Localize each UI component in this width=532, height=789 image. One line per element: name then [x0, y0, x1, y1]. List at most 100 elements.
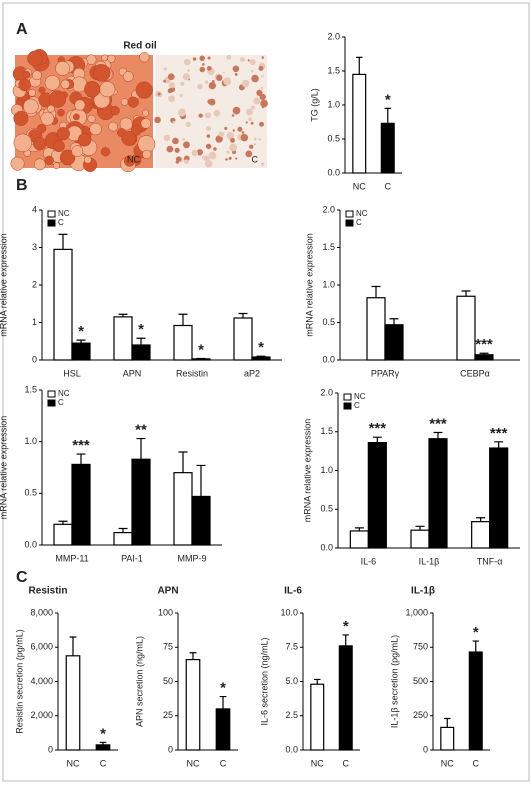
x-tick-label: TNF-α — [477, 556, 503, 566]
lipid-droplet — [183, 141, 190, 148]
lipid-droplet — [164, 67, 167, 70]
lipid-droplet — [251, 75, 259, 83]
error-bar — [343, 635, 349, 646]
lipid-droplet — [214, 110, 221, 117]
lipid-droplet — [209, 152, 217, 160]
lipid-droplet — [84, 81, 100, 97]
bar — [311, 684, 324, 750]
y-tick-label: 0.5 — [322, 317, 335, 327]
x-tick-label: NC — [187, 758, 200, 768]
lipid-droplet — [154, 117, 161, 124]
y-tick-label: 2.0 — [322, 204, 335, 214]
lipid-droplet — [108, 122, 117, 131]
lipid-droplet — [187, 69, 190, 72]
y-tick-label: 0.0 — [320, 542, 333, 552]
y-tick-label: 1,000 — [405, 607, 428, 617]
image-label: C — [252, 154, 259, 164]
error-bar — [197, 465, 206, 496]
significance: * — [198, 341, 204, 358]
error-bar — [137, 338, 146, 345]
lipid-droplet — [180, 82, 184, 86]
y-tick-label: 0.5 — [327, 133, 340, 143]
lipid-droplet — [123, 71, 133, 81]
lipid-droplet — [178, 109, 186, 117]
y-tick-label: 10.0 — [280, 607, 298, 617]
x-tick-label: MMP-9 — [178, 553, 207, 563]
y-axis-label: IL-6 secretion (ng/mL) — [259, 637, 269, 725]
lipid-droplet — [45, 75, 60, 90]
lipid-droplet — [163, 80, 166, 83]
lipid-droplet — [230, 138, 235, 143]
lipid-droplet — [55, 61, 69, 75]
lipid-droplet — [168, 73, 175, 80]
bar — [441, 727, 454, 750]
lipid-droplet — [251, 106, 255, 110]
lipid-droplet — [14, 111, 28, 125]
lipid-droplet — [259, 122, 264, 127]
lipid-droplet — [213, 147, 217, 151]
lipid-droplet — [233, 129, 235, 131]
error-bar — [70, 637, 77, 656]
lipid-droplet — [205, 80, 208, 83]
error-bar — [473, 641, 479, 652]
significance: * — [473, 624, 479, 641]
lipid-droplet — [176, 156, 182, 162]
bar — [54, 249, 72, 360]
bar — [368, 443, 386, 548]
lipid-droplet — [11, 157, 24, 170]
lipid-droplet — [224, 127, 227, 130]
lipid-droplet — [261, 75, 264, 78]
y-tick-label: 8,000 — [30, 607, 53, 617]
significance: * — [138, 321, 144, 338]
lipid-droplet — [136, 82, 153, 99]
y-tick-label: 1 — [32, 317, 37, 327]
x-tick-label: PAI-1 — [121, 553, 143, 563]
lipid-droplet — [225, 158, 228, 161]
lipid-droplet — [226, 151, 229, 154]
lipid-droplet — [242, 131, 245, 134]
legend-label: C — [58, 218, 64, 227]
lipid-droplet — [90, 123, 102, 135]
y-tick-label: 6,000 — [30, 642, 53, 652]
y-tick-label: 1.5 — [327, 65, 340, 75]
x-tick-label: C — [473, 758, 480, 768]
bar — [350, 531, 368, 548]
y-tick-label: 500 — [413, 676, 428, 686]
y-tick-label: 1.0 — [327, 99, 340, 109]
bar — [66, 656, 80, 750]
error-bar — [314, 679, 320, 684]
lipid-droplet — [251, 70, 254, 73]
lipid-droplet — [53, 140, 65, 152]
lipid-droplet — [88, 115, 95, 122]
bar — [96, 745, 110, 750]
error-bar — [373, 437, 382, 442]
y-tick-label: 0.5 — [320, 504, 333, 514]
y-tick-label: 75 — [163, 642, 173, 652]
error-bar — [239, 314, 248, 319]
lipid-droplet — [258, 66, 263, 71]
x-tick-label: IL-1β — [419, 556, 440, 566]
chart-title: APN — [157, 586, 178, 597]
error-bar — [119, 528, 128, 532]
lipid-droplet — [168, 95, 175, 102]
lipid-droplet — [237, 127, 242, 132]
significance: * — [258, 339, 264, 356]
lipid-droplet — [216, 75, 222, 81]
lipid-droplet — [199, 114, 203, 118]
legend-swatch — [48, 400, 55, 406]
x-tick-label: Resistin — [176, 368, 208, 378]
lipid-droplet — [101, 147, 110, 156]
lipid-droplet — [253, 98, 260, 105]
significance: * — [78, 323, 84, 340]
lipid-droplet — [246, 109, 253, 116]
lipid-droplet — [186, 122, 191, 127]
chart-title: IL-6 — [284, 586, 302, 597]
panel-label: B — [16, 177, 28, 194]
lipid-droplet — [193, 57, 197, 61]
lipid-droplet — [192, 150, 198, 156]
chart-title: Resistin — [29, 586, 68, 597]
lipid-droplet — [205, 160, 212, 167]
x-tick-label: APN — [123, 368, 142, 378]
bar — [132, 345, 150, 360]
